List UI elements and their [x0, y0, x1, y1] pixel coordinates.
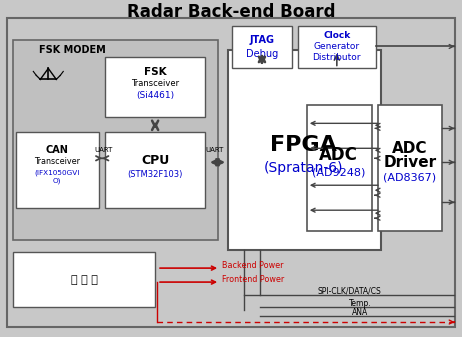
- Bar: [13, 40, 218, 240]
- Text: (AD9248): (AD9248): [312, 167, 365, 177]
- Text: ADC: ADC: [319, 146, 358, 164]
- Bar: [105, 57, 205, 117]
- Text: JTAG: JTAG: [249, 35, 274, 45]
- Text: (STM32F103): (STM32F103): [128, 170, 183, 179]
- Text: (Spratan-6): (Spratan-6): [264, 161, 344, 175]
- Text: FPGA: FPGA: [270, 135, 337, 155]
- Text: UART: UART: [94, 147, 112, 153]
- Text: Temp.: Temp.: [348, 299, 371, 308]
- Text: CPU: CPU: [141, 154, 169, 167]
- Text: Driver: Driver: [383, 155, 436, 170]
- Bar: [13, 252, 155, 307]
- Bar: [307, 105, 372, 231]
- Text: Radar Back-end Board: Radar Back-end Board: [127, 2, 335, 21]
- Text: Transceiver: Transceiver: [131, 79, 179, 88]
- Text: (AD8367): (AD8367): [383, 172, 436, 182]
- Text: FSK: FSK: [144, 67, 166, 78]
- Text: (IFX1050GVI: (IFX1050GVI: [35, 169, 80, 176]
- Text: 전 원 부: 전 원 부: [71, 275, 97, 285]
- Text: Debug: Debug: [246, 50, 278, 59]
- Bar: [232, 27, 292, 68]
- Text: O): O): [53, 178, 61, 184]
- Text: (Si4461): (Si4461): [136, 91, 174, 100]
- Text: FSK MODEM: FSK MODEM: [39, 45, 106, 56]
- Text: ANA: ANA: [352, 308, 368, 316]
- Bar: [298, 27, 376, 68]
- Text: Distributor: Distributor: [313, 53, 361, 62]
- Bar: [228, 51, 381, 250]
- Text: UART: UART: [206, 147, 224, 153]
- Text: Clock: Clock: [323, 31, 351, 40]
- Text: Backend Power: Backend Power: [222, 261, 284, 270]
- Bar: [16, 132, 99, 208]
- Bar: [105, 132, 205, 208]
- Text: SPI-CLK/DATA/CS: SPI-CLK/DATA/CS: [318, 286, 382, 296]
- Text: Generator: Generator: [314, 42, 360, 51]
- Text: Frontend Power: Frontend Power: [222, 275, 284, 284]
- Text: ADC: ADC: [392, 141, 427, 156]
- Bar: [378, 105, 442, 231]
- Text: Transceiver: Transceiver: [34, 157, 80, 166]
- Text: CAN: CAN: [46, 145, 69, 155]
